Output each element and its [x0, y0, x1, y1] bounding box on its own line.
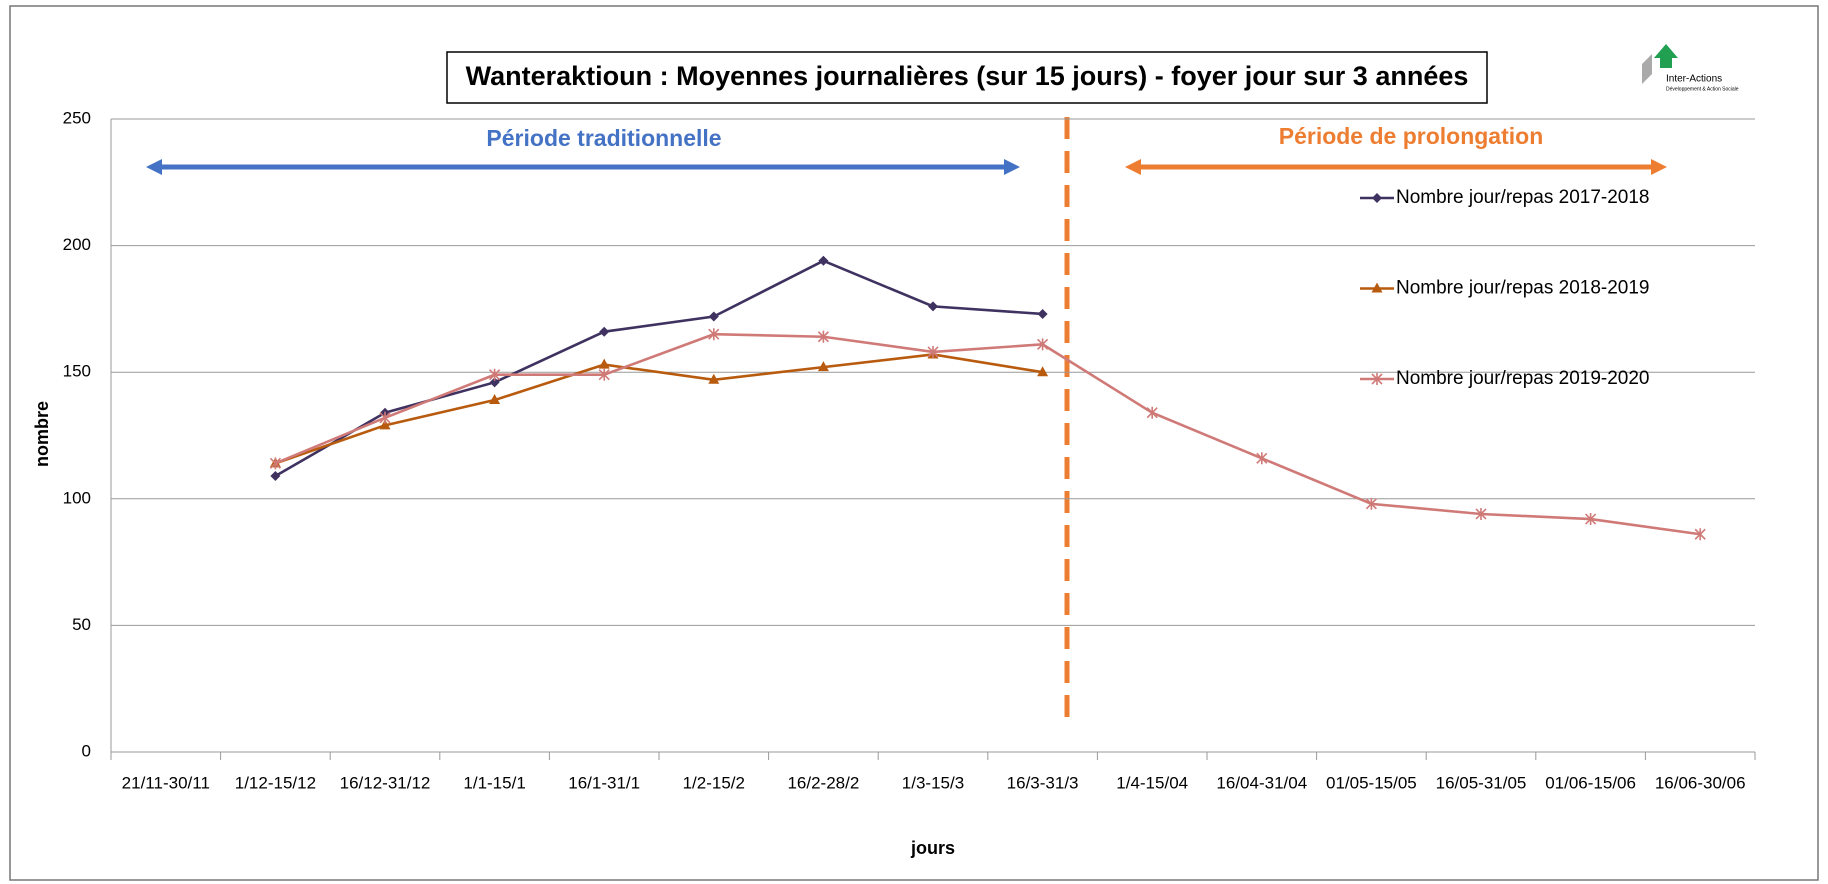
- data-point: [708, 373, 720, 384]
- x-tick-label: 16/2-28/2: [787, 773, 859, 792]
- y-axis-label: nombre: [32, 401, 52, 467]
- y-tick-label: 50: [72, 615, 91, 634]
- arrow-head: [1651, 159, 1667, 175]
- annotation: Période traditionnelle: [486, 125, 721, 151]
- y-tick-label: 200: [63, 235, 91, 254]
- logo-tagline: Développement & Action Sociale: [1666, 86, 1739, 92]
- x-tick-label: 1/4-15/04: [1116, 773, 1188, 792]
- arrow-head: [1125, 159, 1141, 175]
- data-point: [269, 457, 281, 470]
- x-tick-label: 1/3-15/3: [902, 773, 964, 792]
- annotation: Période de prolongation: [1279, 123, 1544, 149]
- arrow-head: [1004, 159, 1020, 175]
- series-line: [274, 353, 1043, 465]
- data-point: [708, 311, 719, 322]
- arrow-head: [146, 159, 162, 175]
- x-tick-label: 21/11-30/11: [122, 773, 210, 792]
- chart-title: Wanteraktioun : Moyennes journalières (s…: [466, 61, 1469, 91]
- legend-label: Nombre jour/repas 2018-2019: [1396, 278, 1650, 299]
- x-tick-label: 01/05-15/05: [1326, 773, 1417, 792]
- logo-text: Inter-Actions: [1666, 74, 1722, 85]
- series-line: [274, 259, 1043, 478]
- x-tick-label: 16/1-31/1: [568, 773, 640, 792]
- legend-marker: [1372, 193, 1382, 203]
- data-point: [1037, 338, 1049, 351]
- x-tick-label: 16/3-31/3: [1007, 773, 1079, 792]
- y-tick-label: 100: [63, 488, 91, 507]
- series-line: [274, 332, 1701, 536]
- data-point: [818, 255, 829, 266]
- x-tick-label: 01/06-15/06: [1545, 773, 1636, 792]
- x-tick-label: 1/1-15/1: [463, 773, 525, 792]
- data-point: [1365, 497, 1377, 510]
- x-tick-label: 16/04-31/04: [1216, 773, 1307, 792]
- data-point: [928, 301, 938, 312]
- data-point: [1585, 513, 1597, 526]
- data-point: [379, 411, 391, 424]
- x-tick-label: 1/12-15/12: [235, 773, 316, 792]
- y-tick-label: 250: [63, 108, 91, 127]
- data-point: [1475, 507, 1487, 520]
- x-axis-label: jours: [910, 838, 955, 858]
- data-point: [270, 471, 281, 482]
- data-point: [1037, 308, 1048, 319]
- data-point: [817, 330, 829, 343]
- legend-label: Nombre jour/repas 2017-2018: [1396, 187, 1650, 208]
- data-point: [817, 361, 829, 372]
- chart-frame: [9, 5, 1819, 881]
- x-tick-label: 16/12-31/12: [340, 773, 431, 792]
- data-point: [1256, 452, 1268, 465]
- y-tick-label: 150: [63, 362, 91, 381]
- data-point: [598, 368, 610, 381]
- data-point: [1037, 366, 1049, 377]
- legend-marker: [1371, 282, 1383, 293]
- logo-icon: [1654, 44, 1678, 68]
- data-point: [379, 419, 391, 430]
- logo-icon: [1642, 54, 1652, 84]
- data-point: [708, 328, 720, 341]
- data-point: [1694, 528, 1706, 541]
- x-tick-label: 16/05-31/05: [1436, 773, 1527, 792]
- logo: Inter-Actions Développement & Action Soc…: [1642, 44, 1739, 92]
- x-tick-label: 1/2-15/2: [683, 773, 745, 792]
- data-point: [599, 326, 610, 337]
- data-point: [598, 358, 610, 369]
- legend-label: Nombre jour/repas 2019-2020: [1396, 368, 1650, 389]
- data-point: [927, 345, 939, 358]
- y-tick-label: 0: [82, 741, 91, 760]
- x-tick-label: 16/06-30/06: [1655, 773, 1746, 792]
- data-point: [1146, 406, 1158, 419]
- title-box: [446, 51, 1488, 104]
- data-point: [489, 377, 500, 388]
- data-point: [489, 368, 501, 381]
- data-point: [489, 394, 501, 405]
- legend-marker: [1371, 373, 1383, 385]
